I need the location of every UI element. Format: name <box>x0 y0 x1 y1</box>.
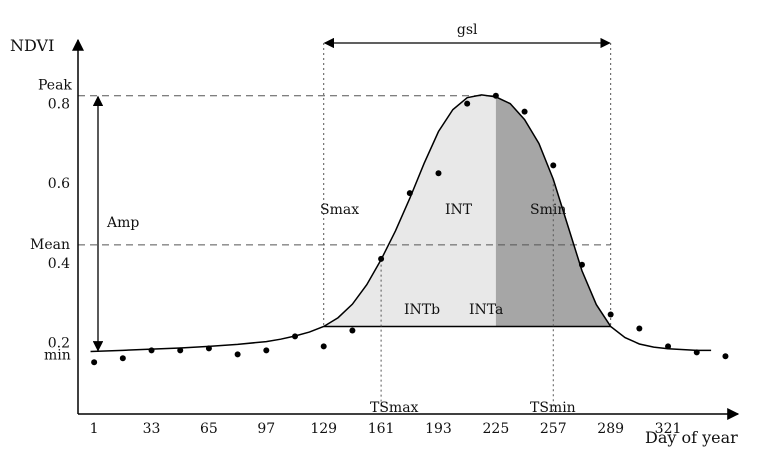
fitted-curve <box>90 94 712 353</box>
data-point <box>550 162 557 169</box>
x-tick-label: 257 <box>540 421 567 437</box>
gsl-label: gsl <box>457 22 478 38</box>
x-tick-label: 321 <box>655 421 682 437</box>
peak-label: Peak <box>38 78 72 94</box>
data-point <box>607 311 614 318</box>
data-point <box>693 349 700 356</box>
data-point <box>320 343 327 350</box>
data-point <box>263 347 270 354</box>
data-point <box>177 347 184 354</box>
int-label: INT <box>445 202 473 218</box>
min-label: min <box>44 348 71 364</box>
x-tick-label: 97 <box>257 421 275 437</box>
data-point <box>435 170 442 177</box>
x-tick-label: 65 <box>200 421 218 437</box>
y-tick-label: 0.8 <box>48 97 70 113</box>
y-tick-label: 0.2 <box>48 335 70 351</box>
amp-label: Amp <box>106 215 139 231</box>
data-point <box>492 92 499 99</box>
data-point <box>406 190 413 197</box>
data-point <box>349 327 356 334</box>
y-tick-label: 0.6 <box>48 176 70 192</box>
intb-label: INTb <box>404 302 440 318</box>
inta-label: INTa <box>469 302 503 318</box>
data-point <box>205 345 212 352</box>
x-tick-label: 33 <box>143 421 161 437</box>
data-point <box>234 351 241 358</box>
tsmin-label: TSmin <box>530 400 576 416</box>
data-point <box>578 261 585 268</box>
data-point <box>636 325 643 332</box>
data-point <box>378 255 385 262</box>
data-point <box>119 355 126 362</box>
data-point <box>292 333 299 340</box>
y-axis-label: NDVI <box>10 36 54 55</box>
data-point <box>521 108 528 115</box>
data-point <box>722 353 729 360</box>
x-tick-label: 289 <box>597 421 624 437</box>
x-tick-label: 161 <box>368 421 395 437</box>
data-point <box>148 347 155 354</box>
x-tick-label: 225 <box>483 421 510 437</box>
y-tick-label: 0.4 <box>48 256 70 272</box>
data-point <box>464 100 471 107</box>
smin-label: Smin <box>530 202 566 218</box>
mean-label: Mean <box>30 237 70 253</box>
tsmax-label: TSmax <box>370 400 419 416</box>
smax-label: Smax <box>320 202 359 218</box>
x-axis-label: Day of year <box>645 428 738 447</box>
intb-area <box>323 94 496 327</box>
x-tick-label: 1 <box>90 421 99 437</box>
data-point <box>91 359 98 366</box>
data-point <box>665 343 672 350</box>
x-tick-label: 129 <box>310 421 337 437</box>
inta-area <box>495 96 611 327</box>
x-tick-label: 193 <box>425 421 452 437</box>
